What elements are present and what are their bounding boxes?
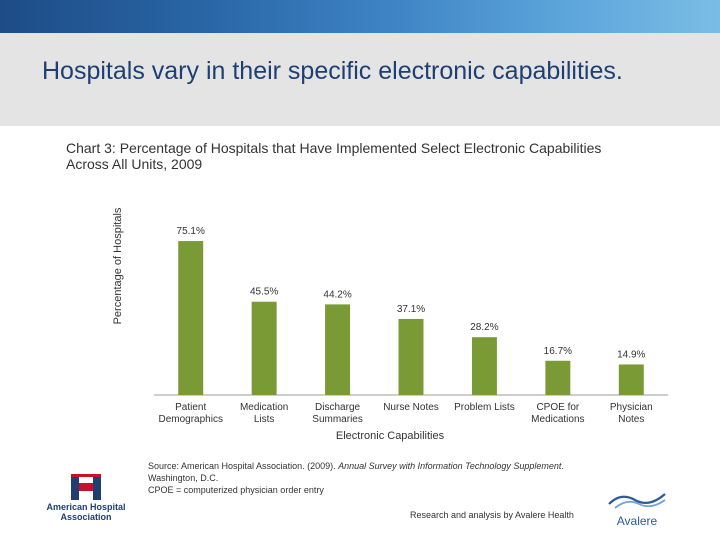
bar <box>471 337 497 395</box>
data-label: 44.2% <box>323 289 351 300</box>
x-tick-label: Medications <box>531 414 584 425</box>
source-note: Source: American Hospital Association. (… <box>148 460 588 496</box>
x-axis-label: Electronic Capabilities <box>335 430 445 442</box>
x-tick-label: Lists <box>254 414 275 425</box>
source-citation: Source: American Hospital Association. (… <box>148 460 588 484</box>
x-tick-label: Nurse Notes <box>383 402 439 413</box>
x-tick-label: Medication <box>240 402 288 413</box>
source-suffix: . Washington, D.C. <box>148 461 564 483</box>
x-tick-label: Patient <box>175 402 206 413</box>
research-credit: Research and analysis by Avalere Health <box>410 510 574 520</box>
source-prefix: Source: American Hospital Association. (… <box>148 461 339 471</box>
aha-logo: American Hospital Association <box>40 472 132 527</box>
x-tick-label: Summaries <box>312 414 363 425</box>
data-label: 75.1% <box>177 226 205 237</box>
avalere-wordmark: Avalere <box>616 514 658 528</box>
slide-title: Hospitals vary in their specific electro… <box>42 57 623 85</box>
x-tick-label: Notes <box>618 414 644 425</box>
bar <box>251 301 277 395</box>
title-band <box>0 33 720 126</box>
x-tick-label: CPOE for <box>536 402 579 413</box>
bar <box>398 318 424 395</box>
cpoe-definition: CPOE = computerized physician order entr… <box>148 485 324 495</box>
chart-title: Chart 3: Percentage of Hospitals that Ha… <box>66 140 602 172</box>
aha-name-line1: American Hospital <box>46 502 126 512</box>
x-tick-label: Problem Lists <box>454 402 515 413</box>
x-tick-label: Discharge <box>315 402 360 413</box>
aha-hospital-h-icon <box>68 472 104 502</box>
bar <box>178 241 204 395</box>
bar <box>545 360 571 395</box>
aha-name-line2: Association <box>60 512 112 522</box>
avalere-logo: Avalere <box>596 490 678 528</box>
data-label: 28.2% <box>470 322 498 333</box>
data-label: 45.5% <box>250 287 278 298</box>
data-label: 16.7% <box>544 346 572 357</box>
x-tick-label: Demographics <box>158 414 222 425</box>
avalere-wave-icon <box>608 493 666 509</box>
top-banner <box>0 0 720 33</box>
data-label: 37.1% <box>397 304 425 315</box>
data-label: 14.9% <box>617 349 645 360</box>
bar <box>325 304 351 395</box>
source-title: Annual Survey with Information Technolog… <box>338 461 562 471</box>
bar <box>618 364 644 395</box>
x-tick-label: Physician <box>610 402 653 413</box>
